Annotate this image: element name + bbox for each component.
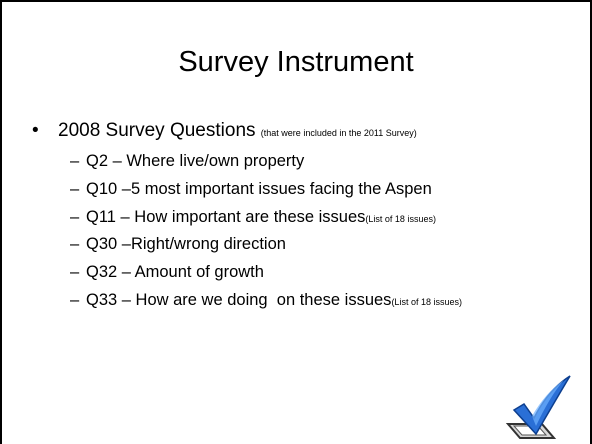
dash-marker: – <box>70 263 86 282</box>
item-text: Q11 – How important are these issues <box>86 208 365 226</box>
sub-item: –Q33 – How are we doing on these issues(… <box>70 291 462 319</box>
sub-item: –Q32 – Amount of growth <box>70 263 462 291</box>
sub-list: –Q2 – Where live/own property–Q10 –5 mos… <box>70 152 462 319</box>
dash-marker: – <box>70 152 86 171</box>
bullet-dot: • <box>32 120 58 142</box>
sub-item: –Q10 –5 most important issues facing the… <box>70 180 462 208</box>
dash-marker: – <box>70 208 86 227</box>
item-note: (List of 18 issues) <box>391 297 462 307</box>
checkmark-icon <box>502 374 574 442</box>
dash-marker: – <box>70 235 86 254</box>
sub-item: –Q11 – How important are these issues(Li… <box>70 208 462 236</box>
item-text: Q10 –5 most important issues facing the … <box>86 180 432 198</box>
sub-item: –Q2 – Where live/own property <box>70 152 462 180</box>
dash-marker: – <box>70 180 86 199</box>
item-text: Q30 –Right/wrong direction <box>86 235 286 253</box>
item-note: (List of 18 issues) <box>365 214 436 224</box>
bullet-note: (that were included in the 2011 Survey) <box>261 128 417 138</box>
item-text: Q32 – Amount of growth <box>86 263 264 281</box>
item-text: Q2 – Where live/own property <box>86 152 304 170</box>
slide-title: Survey Instrument <box>2 46 590 79</box>
sub-item: –Q30 –Right/wrong direction <box>70 235 462 263</box>
slide: Survey Instrument •2008 Survey Questions… <box>0 0 592 444</box>
bullet-text: 2008 Survey Questions <box>58 120 256 141</box>
item-text: Q33 – How are we doing on these issues <box>86 291 391 309</box>
dash-marker: – <box>70 291 86 310</box>
bullet: •2008 Survey Questions (that were includ… <box>32 120 417 142</box>
